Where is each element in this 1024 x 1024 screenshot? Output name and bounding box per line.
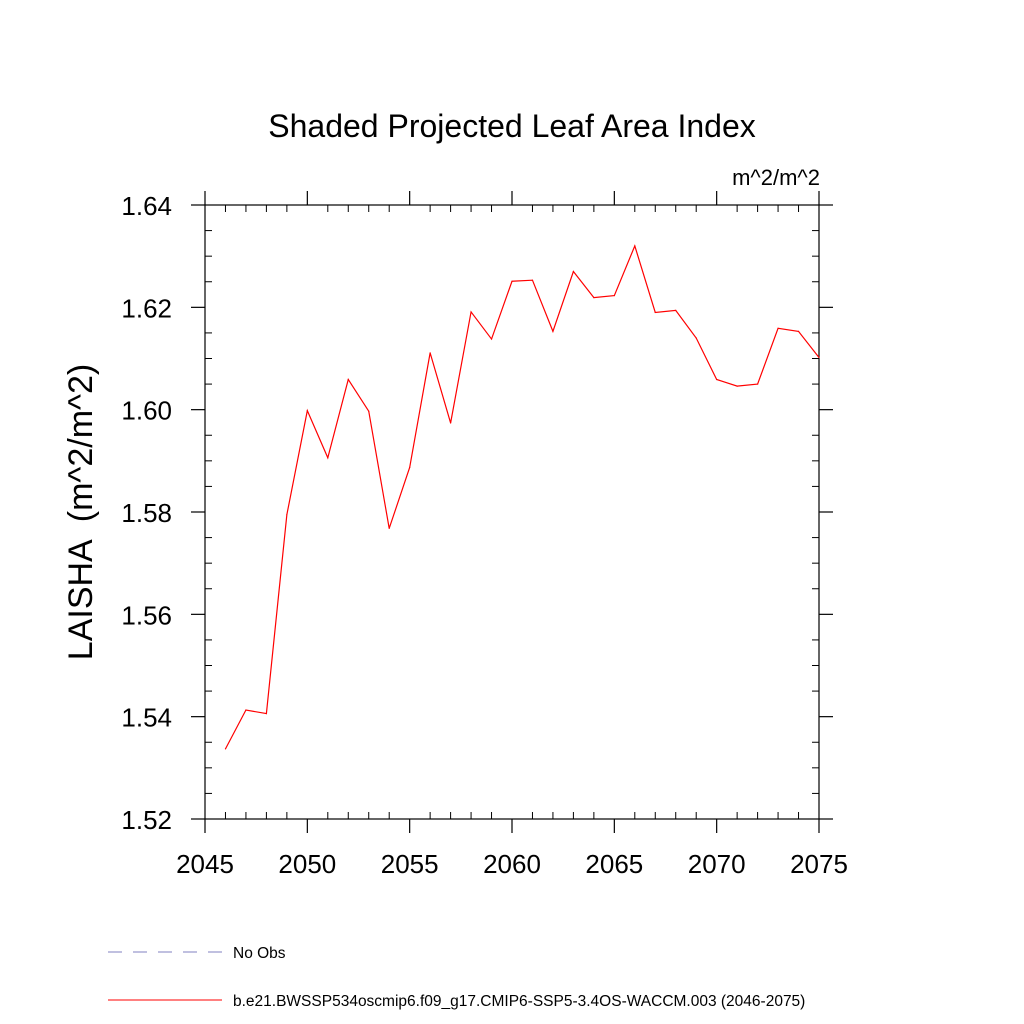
y-tick-label: 1.52: [121, 805, 172, 835]
y-tick-label: 1.60: [121, 396, 172, 426]
legend-label: b.e21.BWSSP534oscmip6.f09_g17.CMIP6-SSP5…: [233, 993, 805, 1010]
data-point: [531, 279, 534, 281]
y-tick-label: 1.56: [121, 600, 172, 630]
data-point: [306, 410, 308, 412]
plot-frame: [204, 204, 820, 820]
units-label: m^2/m^2: [732, 165, 820, 190]
x-axis: 2045 2050 2055 2060 2065 2070 2075: [176, 191, 848, 879]
data-point: [511, 280, 513, 282]
series-line: [224, 244, 820, 750]
data-point: [245, 709, 247, 711]
data-point: [388, 527, 390, 529]
data-point: [797, 330, 800, 332]
x-tick-label: 2070: [688, 849, 746, 879]
data-point: [716, 378, 718, 381]
data-point: [634, 245, 636, 247]
data-point: [552, 330, 554, 332]
data-point: [265, 712, 267, 715]
data-point: [490, 338, 493, 340]
data-point: [470, 311, 472, 313]
x-tick-label: 2065: [585, 849, 643, 879]
data-point: [347, 378, 349, 381]
data-point: [450, 422, 452, 424]
data-point: [654, 311, 656, 314]
y-tick-label: 1.54: [121, 703, 172, 733]
x-tick-label: 2050: [278, 849, 336, 879]
legend: No Obs b.e21.BWSSP534oscmip6.f09_g17.CMIP…: [108, 945, 805, 1010]
data-point: [429, 352, 431, 354]
series-layer: [224, 244, 820, 750]
x-tick-label: 2060: [483, 849, 541, 879]
data-point: [572, 270, 575, 273]
data-point: [736, 385, 738, 387]
y-tick-label: 1.64: [121, 191, 172, 221]
y-axis-label: LAISHA (m^2/m^2): [62, 364, 100, 660]
x-tick-label: 2055: [381, 849, 439, 879]
data-point: [409, 466, 411, 469]
data-point: [777, 327, 779, 329]
data-point: [695, 337, 697, 339]
data-point: [286, 513, 288, 516]
data-point: [224, 748, 227, 750]
data-point: [593, 297, 595, 299]
data-point: [613, 294, 615, 297]
x-tick-label: 2045: [176, 849, 234, 879]
y-tick-label: 1.62: [121, 293, 172, 323]
data-point: [757, 383, 759, 385]
data-point: [327, 457, 329, 459]
data-point: [368, 410, 370, 412]
chart-title: Shaded Projected Leaf Area Index: [268, 108, 755, 144]
legend-label: No Obs: [233, 945, 286, 962]
data-point: [818, 356, 820, 359]
x-tick-label: 2075: [790, 849, 848, 879]
y-tick-label: 1.58: [121, 498, 172, 528]
data-point: [675, 309, 677, 312]
y-axis: 1.52 1.54 1.56 1.58 1.60 1.62 1.64: [121, 191, 833, 835]
